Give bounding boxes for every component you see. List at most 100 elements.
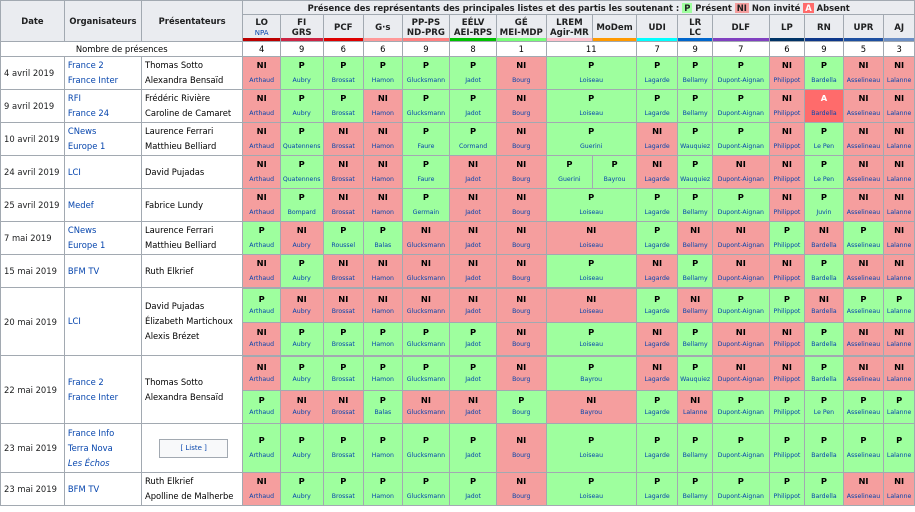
candidate-name[interactable]: Arthaud bbox=[249, 493, 275, 500]
candidate-name[interactable]: Dupont-Aignan bbox=[717, 409, 764, 417]
candidate-name[interactable]: Lalanne bbox=[886, 77, 912, 84]
candidate-name[interactable]: Loiseau bbox=[579, 275, 603, 282]
candidate-name[interactable]: Loiseau bbox=[579, 493, 603, 500]
candidate-name[interactable]: Bourg bbox=[512, 242, 531, 249]
candidate-name[interactable]: Jadot bbox=[465, 452, 481, 459]
candidate-name[interactable]: Lalanne bbox=[886, 307, 912, 315]
candidate-name[interactable]: Balas bbox=[374, 409, 392, 417]
candidate-name[interactable]: Dupont-Aignan bbox=[717, 307, 764, 315]
candidate-name[interactable]: Bardella bbox=[811, 452, 837, 459]
candidate-name[interactable]: Lalanne bbox=[886, 209, 912, 216]
candidate-name[interactable]: Quatennens bbox=[282, 143, 321, 150]
candidate-name[interactable]: Brossat bbox=[331, 375, 355, 383]
candidate-name[interactable]: Lalanne bbox=[886, 110, 912, 117]
candidate-name[interactable]: Glucksmann bbox=[406, 493, 446, 500]
candidate-name[interactable]: Arthaud bbox=[249, 176, 275, 183]
candidate-name[interactable]: Loiseau bbox=[579, 341, 603, 349]
list-toggle-button[interactable]: [ Liste ] bbox=[159, 438, 228, 458]
organiser-link[interactable]: France 24 bbox=[67, 108, 110, 118]
candidate-name[interactable]: Jadot bbox=[465, 493, 481, 500]
candidate-name[interactable]: Bourg bbox=[512, 110, 531, 117]
candidate-name[interactable]: Loiseau bbox=[579, 77, 603, 84]
candidate-name[interactable]: Philippot bbox=[773, 242, 801, 249]
party-header[interactable]: DLF bbox=[711, 14, 770, 42]
candidate-name[interactable]: Jadot bbox=[465, 341, 481, 349]
candidate-name[interactable]: Bourg bbox=[512, 493, 531, 500]
candidate-name[interactable]: Wauquiez bbox=[680, 143, 711, 150]
candidate-name[interactable]: Arthaud bbox=[249, 341, 275, 349]
candidate-name[interactable]: Asselineau bbox=[846, 452, 881, 459]
party-header[interactable]: PP-PS ND-PRG bbox=[401, 14, 451, 42]
candidate-name[interactable]: Hamon bbox=[371, 77, 394, 84]
candidate-name[interactable]: Brossat bbox=[331, 452, 355, 459]
organiser-link[interactable]: Medef bbox=[67, 199, 94, 210]
candidate-name[interactable]: Glucksmann bbox=[406, 452, 446, 459]
candidate-name[interactable]: Aubry bbox=[292, 77, 311, 84]
candidate-name[interactable]: Bourg bbox=[512, 452, 531, 459]
organiser-link[interactable]: LCI bbox=[67, 166, 81, 177]
candidate-name[interactable]: Bellamy bbox=[682, 275, 708, 282]
candidate-name[interactable]: Asselineau bbox=[846, 341, 881, 349]
candidate-name[interactable]: Lagarde bbox=[644, 409, 670, 417]
organiser-link[interactable]: Europe 1 bbox=[67, 141, 106, 151]
candidate-name[interactable]: Lalanne bbox=[886, 143, 912, 150]
candidate-name[interactable]: Lalanne bbox=[886, 375, 912, 383]
organiser-link[interactable]: CNews bbox=[67, 126, 97, 136]
candidate-name[interactable]: Dupont-Aignan bbox=[717, 77, 764, 84]
candidate-name[interactable]: Glucksmann bbox=[406, 307, 446, 315]
candidate-name[interactable]: Lagarde bbox=[644, 452, 670, 459]
party-header[interactable]: AJ bbox=[883, 14, 915, 42]
organiser-link[interactable]: France Inter bbox=[67, 391, 119, 402]
organiser-link[interactable]: France 2 bbox=[67, 60, 104, 70]
candidate-name[interactable]: Dupont-Aignan bbox=[717, 493, 764, 500]
candidate-name[interactable]: Hamon bbox=[371, 493, 394, 500]
candidate-name[interactable]: Jadot bbox=[465, 110, 481, 117]
candidate-name[interactable]: Lalanne bbox=[886, 242, 912, 249]
organiser-link[interactable]: RFI bbox=[67, 93, 81, 103]
candidate-name[interactable]: Hamon bbox=[371, 110, 394, 117]
candidate-name[interactable]: Hamon bbox=[371, 209, 394, 216]
candidate-name[interactable]: Bardella bbox=[811, 307, 837, 315]
organiser-link[interactable]: LCI bbox=[67, 316, 81, 326]
candidate-name[interactable]: Glucksmann bbox=[406, 77, 446, 84]
candidate-name[interactable]: Aubry bbox=[292, 275, 311, 282]
candidate-name[interactable]: Bardella bbox=[811, 77, 837, 84]
party-header[interactable]: MoDem bbox=[592, 14, 637, 42]
candidate-name[interactable]: Brossat bbox=[331, 341, 355, 349]
candidate-name[interactable]: Juvin bbox=[816, 209, 832, 216]
party-header[interactable]: LR LC bbox=[677, 14, 713, 42]
candidate-name[interactable]: Jadot bbox=[465, 275, 481, 282]
candidate-name[interactable]: Lagarde bbox=[644, 307, 670, 315]
organiser-link[interactable]: BFM TV bbox=[67, 265, 100, 276]
candidate-name[interactable]: Lalanne bbox=[886, 275, 912, 282]
candidate-name[interactable]: Le Pen bbox=[813, 176, 835, 183]
candidate-name[interactable]: Jadot bbox=[465, 409, 481, 417]
candidate-name[interactable]: Asselineau bbox=[846, 77, 881, 84]
candidate-name[interactable]: Brossat bbox=[331, 275, 355, 282]
candidate-name[interactable]: Jadot bbox=[465, 307, 481, 315]
candidate-name[interactable]: Glucksmann bbox=[406, 275, 446, 282]
candidate-name[interactable]: Bardella bbox=[811, 375, 837, 383]
candidate-name[interactable]: Bourg bbox=[512, 409, 531, 417]
candidate-name[interactable]: Dupont-Aignan bbox=[717, 242, 764, 249]
candidate-name[interactable]: Asselineau bbox=[846, 375, 881, 383]
candidate-name[interactable]: Loiseau bbox=[579, 307, 603, 315]
organiser-link[interactable]: France 2 bbox=[67, 376, 104, 387]
party-header[interactable]: EÉLV AEI-RPS bbox=[449, 14, 497, 42]
candidate-name[interactable]: Bardella bbox=[811, 242, 837, 249]
candidate-name[interactable]: Hamon bbox=[371, 452, 394, 459]
candidate-name[interactable]: Dupont-Aignan bbox=[717, 341, 764, 349]
party-header[interactable]: LO NPA bbox=[242, 14, 281, 42]
candidate-name[interactable]: Dupont-Aignan bbox=[717, 375, 764, 383]
candidate-name[interactable]: Guerini bbox=[558, 176, 581, 183]
candidate-name[interactable]: Lagarde bbox=[644, 176, 670, 183]
candidate-name[interactable]: Aubry bbox=[292, 110, 311, 117]
candidate-name[interactable]: Lalanne bbox=[886, 409, 912, 417]
candidate-name[interactable]: Philippot bbox=[773, 493, 801, 500]
party-header[interactable]: FI GRS bbox=[279, 14, 324, 42]
candidate-name[interactable]: Aubry bbox=[292, 375, 311, 383]
candidate-name[interactable]: Lagarde bbox=[644, 341, 670, 349]
candidate-name[interactable]: Arthaud bbox=[249, 409, 275, 417]
candidate-name[interactable]: Bourg bbox=[512, 307, 531, 315]
organiser-link[interactable]: France Info bbox=[67, 427, 115, 438]
